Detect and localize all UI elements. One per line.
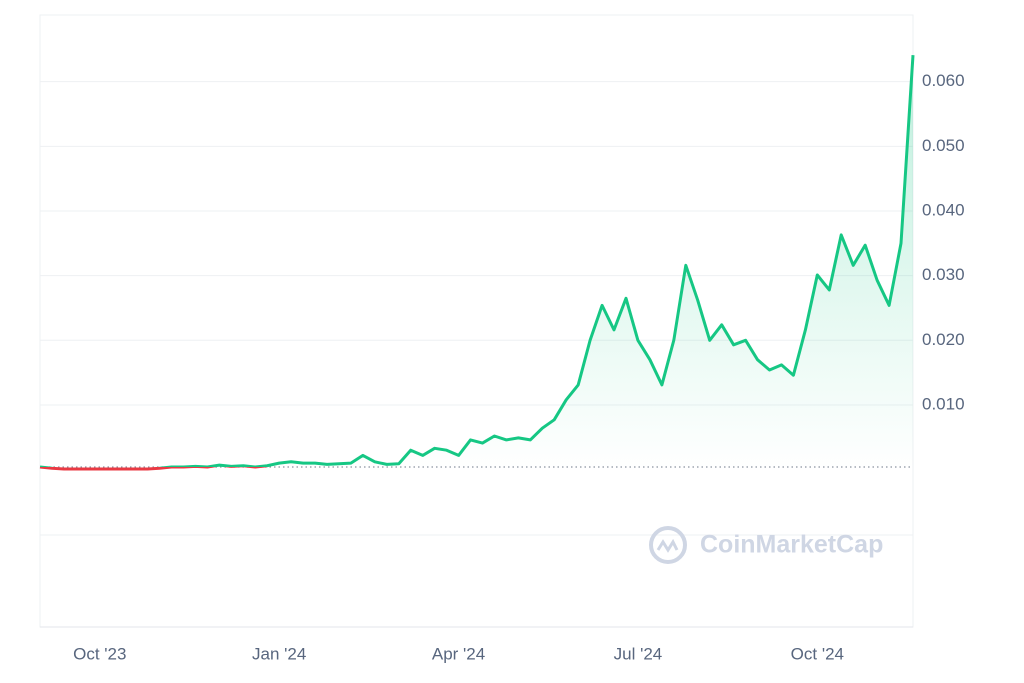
price-line <box>39 55 915 468</box>
y-tick-label: 0.020 <box>922 330 965 349</box>
area <box>40 55 913 470</box>
x-tick-label: Oct '24 <box>791 644 844 663</box>
y-tick-label: 0.040 <box>922 200 965 219</box>
y-tick-label: 0.060 <box>922 71 965 90</box>
x-tick-label: Jan '24 <box>252 644 306 663</box>
watermark: CoinMarketCap <box>700 531 883 559</box>
x-tick-label: Jul '24 <box>614 644 663 663</box>
y-tick-label: 0.050 <box>922 136 965 155</box>
y-tick-label: 0.010 <box>922 394 965 413</box>
x-tick-label: Oct '23 <box>73 644 126 663</box>
x-tick-label: Apr '24 <box>432 644 485 663</box>
y-tick-label: 0.030 <box>922 265 965 284</box>
watermark-logo <box>649 526 687 564</box>
